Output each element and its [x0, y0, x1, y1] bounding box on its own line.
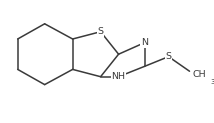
Text: CH: CH [193, 70, 206, 79]
Text: S: S [166, 52, 172, 61]
Text: 3: 3 [211, 79, 214, 85]
Text: NH: NH [111, 72, 126, 81]
Text: S: S [98, 27, 104, 36]
Text: N: N [141, 38, 148, 47]
